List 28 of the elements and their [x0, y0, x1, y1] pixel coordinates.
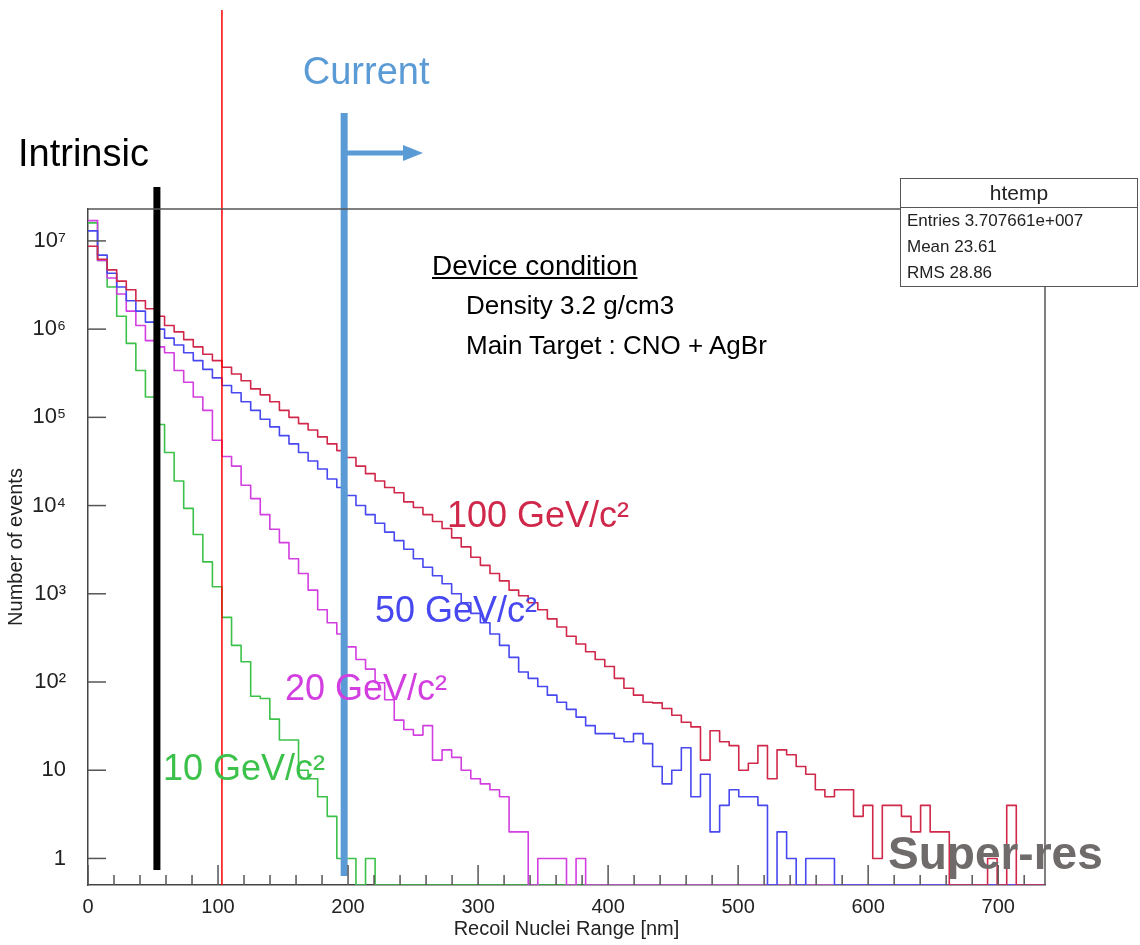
- annotation: RMS 28.86: [906, 262, 994, 284]
- x-axis-title: Recoil Nuclei Range [nm]: [453, 916, 680, 939]
- ref-line-label: Current: [302, 50, 430, 92]
- x-tick-label: 0: [82, 894, 94, 917]
- y-axis-title: Number of events: [3, 468, 26, 626]
- x-tick-label: 300: [461, 894, 495, 917]
- series-label: 100 GeV/c²: [447, 494, 630, 535]
- annotation: Device condition: [432, 250, 638, 282]
- y-tick-label: 10³: [34, 579, 66, 605]
- x-tick-label: 700: [981, 894, 1015, 917]
- y-tick-label: 10⁵: [32, 403, 66, 429]
- ref-line-label: Intrinsic: [17, 132, 149, 174]
- annotation: Density 3.2 g/cm3: [466, 290, 675, 321]
- y-tick-label: 10⁴: [32, 491, 66, 517]
- y-tick-label: 10²: [34, 668, 66, 694]
- x-tick-label: 200: [331, 894, 365, 917]
- y-tick-label: 10⁶: [32, 315, 66, 341]
- annotation: Entries 3.707661e+007: [906, 210, 1085, 232]
- x-tick-label: 500: [721, 894, 755, 917]
- x-tick-label: 600: [851, 894, 885, 917]
- y-tick-label: 10: [41, 756, 66, 782]
- y-tick-label: 10⁷: [33, 226, 67, 252]
- annotation: Main Target : CNO + AgBr: [466, 330, 767, 361]
- annotation: Mean 23.61: [906, 236, 998, 258]
- x-tick-label: 400: [591, 894, 625, 917]
- x-tick-label: 100: [201, 894, 235, 917]
- y-tick-label: 1: [53, 844, 66, 870]
- text: htemp: [901, 179, 1137, 208]
